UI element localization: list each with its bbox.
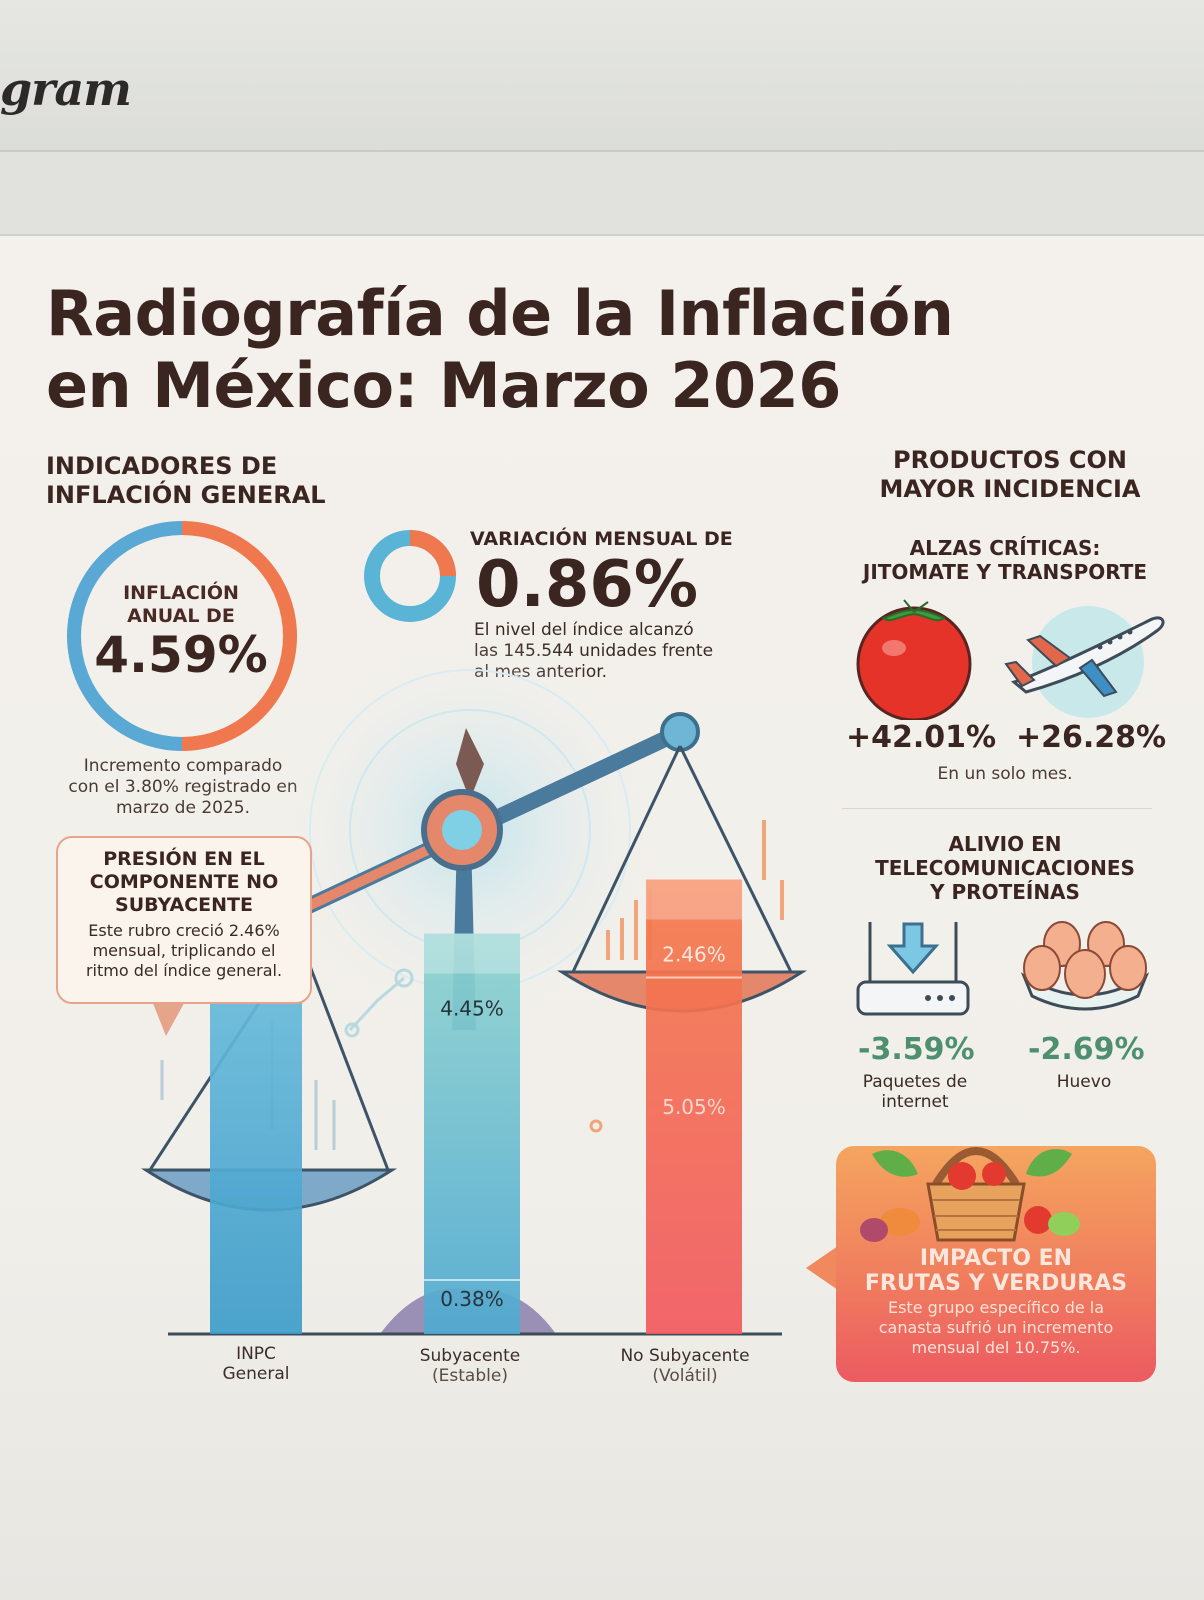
alivio-title-line-1: ALIVIO EN	[948, 832, 1062, 856]
internet-label-line-1: Paquetes de	[862, 1072, 968, 1092]
annual-inflation-label: INFLACIÓN ANUAL DE	[96, 582, 266, 628]
scale-beam-end	[660, 712, 700, 752]
impact-text-line-2: canasta sufrió un incremento	[878, 1318, 1114, 1337]
impact-text: Este grupo específico de la canasta sufr…	[848, 1298, 1144, 1358]
alivio-title-line-2: TELECOMUNICACIONES	[875, 856, 1135, 880]
bar-band-no-subyacente	[646, 879, 742, 920]
callout-title-line-2: COMPONENTE NO	[89, 871, 279, 893]
eggs-icon	[1020, 921, 1150, 1011]
callout-text-line-3: ritmo del índice general.	[85, 961, 283, 980]
x-tick-line-2: General	[222, 1364, 290, 1384]
x-tick-label-subyacente: Subyacente (Estable)	[390, 1346, 550, 1386]
tomato-increase-value: +42.01%	[846, 720, 997, 755]
annual-note-line-2: con el 3.80% registrado en	[68, 777, 298, 797]
impact-title-line-2: FRUTAS Y VERDURAS	[864, 1271, 1128, 1296]
annual-inflation-value: 4.59%	[94, 626, 268, 684]
bar-no-subyacente	[646, 879, 742, 1334]
bar-band-subyacente	[424, 933, 520, 974]
bar-subyacente	[424, 933, 520, 1334]
post-header-strip	[0, 152, 1204, 236]
alzas-title-line-1: ALZAS CRÍTICAS:	[909, 536, 1101, 560]
callout-title: PRESIÓN EN EL COMPONENTE NO SUBYACENTE	[66, 848, 302, 917]
monthly-variation-donut	[364, 530, 456, 622]
annual-label-line-2: ANUAL DE	[127, 605, 235, 627]
impact-text-line-1: Este grupo específico de la	[887, 1298, 1105, 1317]
vegetable-basket-icon	[860, 1147, 1080, 1242]
x-tick-label-no-subyacente: No Subyacente (Volátil)	[600, 1346, 770, 1386]
router-icon	[856, 922, 970, 1016]
transport-increase-value: +26.28%	[1016, 720, 1167, 755]
critical-increases-title: ALZAS CRÍTICAS: JITOMATE Y TRANSPORTE	[850, 536, 1160, 584]
title-line-2: en México: Marzo 2026	[46, 349, 841, 422]
title-line-1: Radiografía de la Inflación	[46, 277, 954, 350]
tomato-icon	[856, 599, 972, 720]
trend-dot	[344, 1022, 360, 1038]
egg-label: Huevo	[1056, 1072, 1112, 1092]
data-label-monthly-subyacente: 0.38%	[440, 1287, 504, 1311]
section-heading-line-2: MAYOR INCIDENCIA	[879, 475, 1141, 503]
x-tick-line-1: No Subyacente	[620, 1346, 750, 1366]
monthly-variation-value: 0.86%	[476, 548, 699, 622]
x-tick-line-2: (Estable)	[432, 1366, 508, 1386]
impact-title-line-1: IMPACTO EN	[919, 1246, 1073, 1271]
section-heading-line-1: INDICADORES DE	[46, 452, 278, 480]
monthly-variation-label: VARIACIÓN MENSUAL DE	[470, 528, 733, 550]
alzas-title-line-2: JITOMATE Y TRANSPORTE	[862, 560, 1148, 584]
trend-line-decoration	[348, 976, 405, 1032]
alivio-title-line-3: Y PROTEÍNAS	[930, 880, 1080, 904]
donut-arc-orange	[181, 521, 297, 751]
callout-title-line-1: PRESIÓN EN EL	[103, 848, 265, 870]
decorative-dot	[589, 1119, 603, 1133]
section-heading-line-2: INFLACIÓN GENERAL	[46, 481, 326, 509]
section-heading-line-1: PRODUCTOS CON	[892, 446, 1127, 474]
annual-inflation-donut	[67, 521, 297, 751]
scale-finial	[456, 728, 484, 800]
brand-logo: gram	[0, 62, 132, 116]
monthly-note-line-1: El nivel del índice alcanzó	[474, 620, 694, 640]
browser-top-bar: gram	[0, 0, 1204, 152]
infographic-title: Radiografía de la Inflación en México: M…	[46, 278, 1046, 422]
data-label-annual-subyacente: 4.45%	[440, 997, 504, 1021]
x-tick-line-2: (Volátil)	[652, 1366, 718, 1386]
annual-note-line-3: marzo de 2025.	[115, 798, 251, 818]
data-label-annual-no-subyacente: 5.05%	[662, 1095, 726, 1119]
x-tick-line-1: INPC	[236, 1344, 276, 1364]
scale-pivot-center	[442, 810, 482, 850]
data-label-monthly-no-subyacente: 2.46%	[662, 943, 726, 967]
x-tick-label-inpc: INPC General	[186, 1344, 326, 1384]
alzas-note: En un solo mes.	[937, 764, 1073, 784]
fruits-vegetables-impact-box: IMPACTO EN FRUTAS Y VERDURAS Este grupo …	[836, 1146, 1156, 1382]
annual-label-line-1: INFLACIÓN	[123, 582, 239, 604]
internet-label: Paquetes de internet	[846, 1072, 984, 1112]
impact-text-line-3: mensual del 10.75%.	[911, 1338, 1081, 1357]
annual-note-line-1: Incremento comparado	[83, 756, 283, 776]
donut-arc-blue	[67, 521, 183, 751]
egg-decrease-value: -2.69%	[1028, 1032, 1145, 1067]
callout-text-line-2: mensual, triplicando el	[92, 941, 276, 960]
relief-title: ALIVIO EN TELECOMUNICACIONES Y PROTEÍNAS	[850, 832, 1160, 904]
callout-text: Este rubro creció 2.46% mensual, triplic…	[66, 921, 302, 981]
internet-decrease-value: -3.59%	[858, 1032, 975, 1067]
internet-label-line-2: internet	[881, 1092, 949, 1112]
callout-text-line-1: Este rubro creció 2.46%	[88, 921, 280, 940]
section-heading-general: INDICADORES DE INFLACIÓN GENERAL	[46, 452, 376, 510]
airplane-icon	[1004, 606, 1165, 718]
donut-arc-orange	[409, 530, 456, 577]
x-tick-line-1: Subyacente	[419, 1346, 521, 1366]
section-divider	[842, 808, 1152, 809]
annual-inflation-note: Incremento comparado con el 3.80% regist…	[58, 756, 308, 819]
callout-title-line-3: SUBYACENTE	[115, 894, 253, 916]
impact-box-tail	[806, 1246, 838, 1290]
trend-dot	[394, 968, 414, 988]
section-heading-products: PRODUCTOS CON MAYOR INCIDENCIA	[860, 446, 1160, 504]
impact-title: IMPACTO EN FRUTAS Y VERDURAS	[836, 1246, 1156, 1296]
no-subyacente-pressure-callout: PRESIÓN EN EL COMPONENTE NO SUBYACENTE E…	[56, 836, 312, 1004]
